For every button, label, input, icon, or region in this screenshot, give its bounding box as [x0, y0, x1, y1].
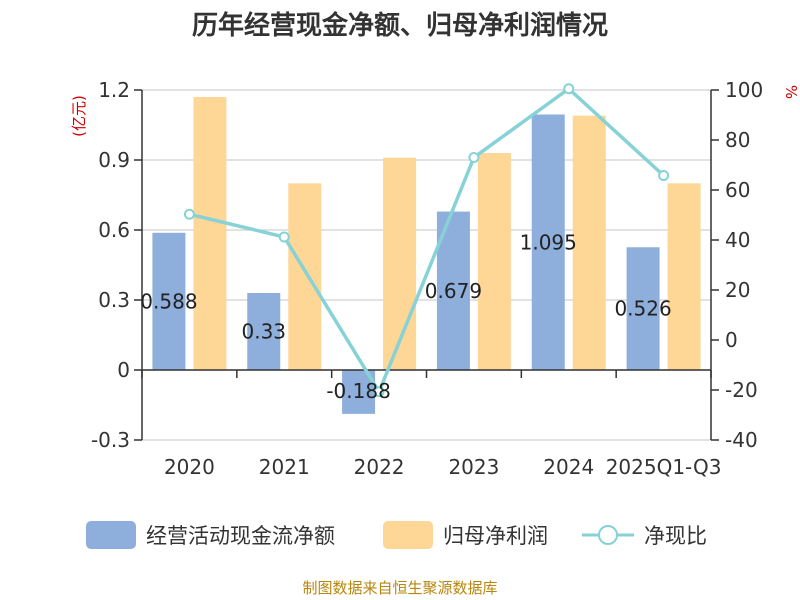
- y-right-unit: %: [782, 85, 800, 99]
- data-label-cash: 0.33: [241, 320, 286, 344]
- legend-label-profit: 归母净利润: [443, 524, 548, 548]
- data-label-cash: -0.188: [326, 379, 390, 403]
- data-label-cash: 0.526: [614, 297, 671, 321]
- y-left-tick-label: 0: [117, 358, 130, 382]
- bar-profit: [383, 157, 417, 370]
- y-left-tick-label: 0.9: [98, 148, 130, 172]
- x-tick-label: 2025Q1-Q3: [606, 455, 722, 479]
- ratio-point: [658, 170, 670, 181]
- bar-profit: [193, 97, 227, 370]
- x-tick-label: 2022: [354, 455, 405, 479]
- legend-swatch-profit: [383, 521, 433, 549]
- bar-profit: [572, 115, 606, 371]
- ratio-point: [278, 231, 290, 243]
- data-label-cash: 0.588: [140, 289, 197, 313]
- data-labels: 0.588 0.33 -0.188 0.679 1.095 0.526: [140, 230, 671, 403]
- y-left-unit: (亿元): [70, 95, 88, 137]
- bar-cash: [247, 293, 281, 370]
- bar-cash: [152, 232, 186, 370]
- y-right-tick-label: 0: [725, 328, 738, 352]
- series-cash-bars: [152, 114, 660, 414]
- bar-cash: [531, 114, 565, 370]
- y-right-tick-label: 80: [725, 128, 750, 152]
- x-tick-label: 2020: [164, 455, 215, 479]
- y-right-tick-label: 60: [725, 178, 750, 202]
- x-tick-label: 2024: [543, 455, 594, 479]
- chart-title: 历年经营现金净额、归母净利润情况: [192, 10, 608, 41]
- legend-label-cash: 经营活动现金流净额: [146, 524, 335, 548]
- bar-profit: [477, 153, 511, 370]
- series-profit-bars: [193, 97, 701, 371]
- y-right-tick-label: -20: [725, 378, 758, 402]
- source-note: 制图数据来自恒生聚源数据库: [302, 579, 497, 597]
- legend: 经营活动现金流净额 归母净利润 净现比: [86, 521, 707, 549]
- legend-label-ratio: 净现比: [644, 524, 707, 548]
- ratio-point: [468, 152, 480, 163]
- data-label-cash: 0.679: [425, 279, 482, 303]
- ratio-line-path: [189, 86, 665, 396]
- y-left-tick-label: 0.6: [98, 218, 130, 242]
- y-right-tick-label: -40: [725, 428, 758, 452]
- y-right-tick-label: 20: [725, 278, 750, 302]
- legend-swatch-cash: [86, 521, 136, 549]
- data-label-cash: 1.095: [520, 230, 577, 254]
- x-tick-label: 2023: [448, 455, 499, 479]
- bar-profit: [667, 183, 701, 370]
- y-right-tick-label: 100: [725, 78, 763, 102]
- ratio-point: [183, 208, 195, 220]
- ratio-point: [373, 386, 385, 398]
- y-left-tick-label: -0.3: [91, 428, 130, 452]
- y-left-tick-label: 0.3: [98, 288, 130, 312]
- series-ratio-line: [183, 83, 670, 398]
- y-right-tick-label: 40: [725, 228, 750, 252]
- ratio-point: [563, 83, 575, 95]
- y-left-tick-label: 1.2: [98, 78, 130, 102]
- legend-swatch-ratio-point: [598, 525, 618, 545]
- bar-profit: [288, 183, 322, 370]
- bar-cash: [626, 247, 660, 370]
- x-tick-label: 2021: [259, 455, 310, 479]
- axes: -0.3 0 0.3 0.6 0.9 1.2 -40 -20 0 20 40 60 80 100 2020 2…: [91, 78, 763, 479]
